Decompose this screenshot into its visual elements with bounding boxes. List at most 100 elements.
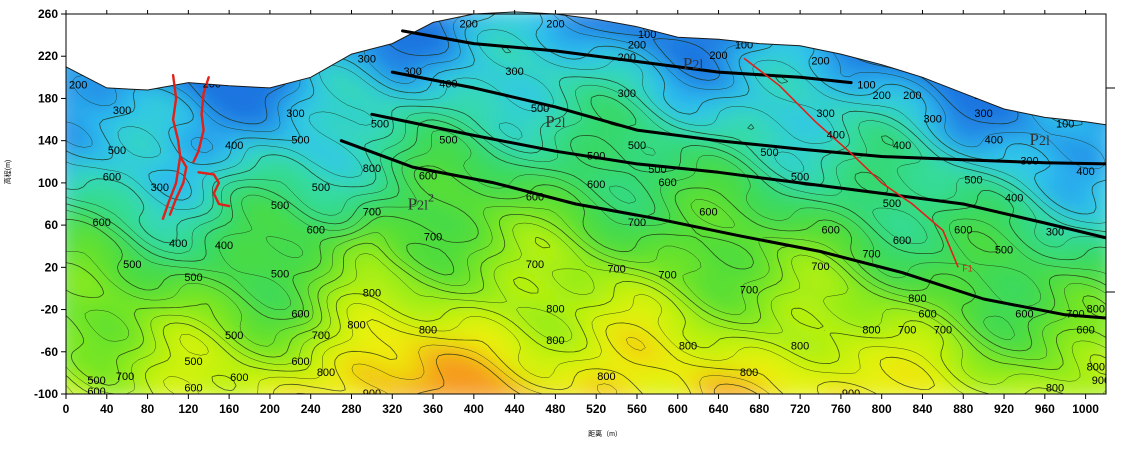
color-cell <box>473 261 485 269</box>
color-cell <box>310 20 322 28</box>
color-cell <box>137 368 149 376</box>
color-cell <box>86 14 98 22</box>
color-cell <box>117 337 128 345</box>
color-cell <box>565 90 577 98</box>
color-cell <box>677 140 689 148</box>
color-cell <box>463 337 475 345</box>
color-cell <box>626 235 638 243</box>
color-cell <box>708 324 720 332</box>
color-cell <box>626 64 638 72</box>
color-cell <box>137 153 149 161</box>
color-cell <box>473 14 485 22</box>
color-cell <box>229 280 241 288</box>
color-cell <box>96 356 108 364</box>
color-cell <box>239 197 251 205</box>
color-cell <box>361 14 373 22</box>
color-cell <box>657 147 669 155</box>
color-cell <box>759 387 771 395</box>
color-cell <box>637 197 648 205</box>
color-cell <box>392 83 404 91</box>
color-cell <box>76 109 88 117</box>
color-cell <box>626 330 638 338</box>
color-cell <box>535 242 546 250</box>
color-cell <box>830 311 842 319</box>
color-cell <box>626 248 638 256</box>
color-cell <box>463 134 475 142</box>
color-cell <box>524 115 536 123</box>
color-cell <box>738 381 750 389</box>
color-cell <box>259 64 271 72</box>
color-cell <box>473 280 485 288</box>
color-cell <box>494 128 506 136</box>
color-cell <box>137 204 149 212</box>
color-cell <box>677 77 689 85</box>
color-cell <box>188 96 200 104</box>
color-cell <box>351 356 363 364</box>
color-cell <box>361 83 373 91</box>
color-cell <box>504 128 516 136</box>
color-cell <box>779 375 791 383</box>
color-cell <box>290 71 302 79</box>
color-cell <box>514 26 526 34</box>
color-cell <box>382 375 394 383</box>
color-cell <box>117 248 128 256</box>
color-cell <box>586 90 597 98</box>
color-cell <box>637 178 648 186</box>
color-cell <box>229 115 241 123</box>
color-cell <box>331 318 343 326</box>
color-cell <box>871 292 883 300</box>
color-cell <box>698 387 710 395</box>
color-cell <box>514 33 526 41</box>
color-cell <box>647 349 659 357</box>
color-cell <box>392 292 404 300</box>
color-cell <box>106 121 118 129</box>
color-cell <box>402 185 414 193</box>
color-cell <box>66 242 67 250</box>
color-cell <box>473 153 485 161</box>
color-cell <box>606 64 618 72</box>
color-cell <box>473 356 485 364</box>
color-cell <box>728 349 740 357</box>
color-cell <box>218 71 230 79</box>
color-cell <box>606 172 618 180</box>
color-cell <box>137 45 149 53</box>
color-cell <box>402 375 414 383</box>
color-cell <box>647 368 659 376</box>
color-cell <box>830 299 842 307</box>
color-cell <box>310 356 322 364</box>
color-cell <box>402 235 414 243</box>
color-cell <box>310 235 322 243</box>
color-cell <box>178 197 190 205</box>
color-cell <box>626 229 638 237</box>
color-cell <box>637 356 648 364</box>
color-cell <box>606 39 618 47</box>
color-cell <box>137 387 149 395</box>
color-cell <box>688 77 699 85</box>
color-cell <box>667 96 679 104</box>
color-cell <box>820 71 832 79</box>
color-cell <box>586 172 597 180</box>
color-cell <box>749 248 761 256</box>
color-cell <box>351 121 363 129</box>
color-cell <box>218 216 230 224</box>
color-cell <box>749 191 761 199</box>
color-cell <box>789 362 801 370</box>
color-cell <box>861 381 873 389</box>
color-cell <box>840 248 852 256</box>
color-cell <box>371 286 383 294</box>
color-cell <box>851 299 863 307</box>
color-cell <box>779 356 791 364</box>
color-cell <box>320 96 332 104</box>
color-cell <box>422 375 434 383</box>
color-cell <box>106 52 118 60</box>
color-cell <box>127 159 139 167</box>
color-cell <box>820 286 832 294</box>
color-cell <box>840 204 852 212</box>
color-cell <box>137 292 149 300</box>
color-cell <box>178 210 190 218</box>
color-cell <box>698 191 710 199</box>
color-cell <box>310 58 322 66</box>
color-cell <box>106 58 118 66</box>
color-cell <box>749 216 761 224</box>
color-cell <box>667 178 679 186</box>
